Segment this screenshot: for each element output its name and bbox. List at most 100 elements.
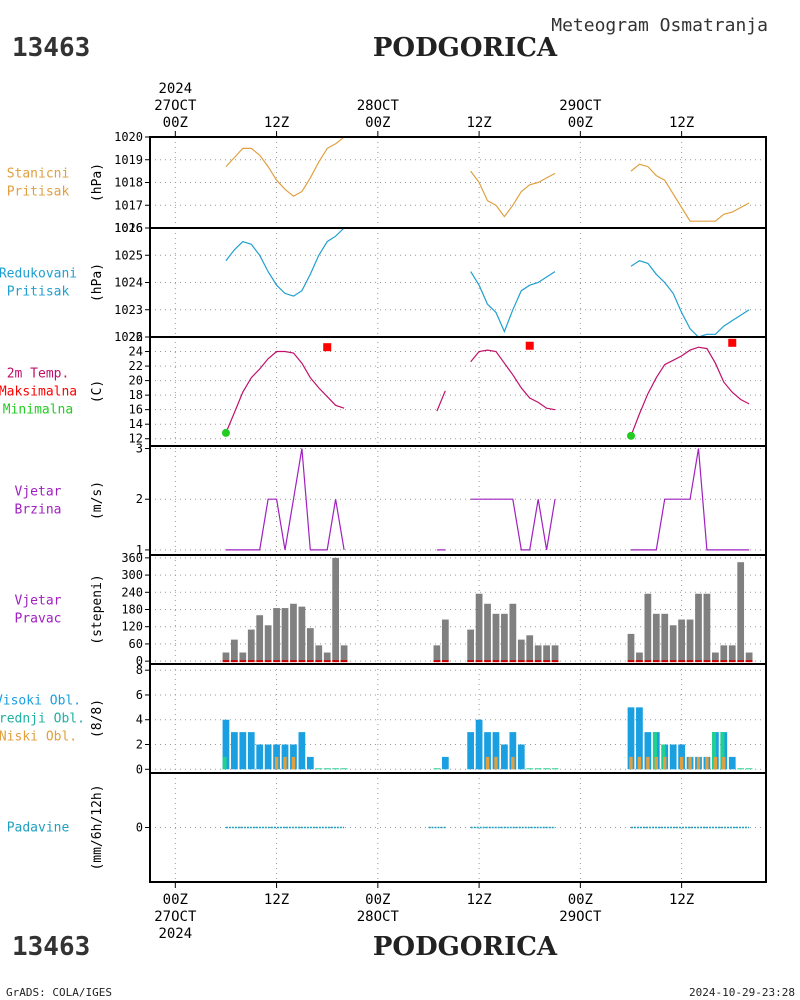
wind-dir-bar <box>247 629 255 662</box>
date-label: 29OCT <box>559 909 602 925</box>
tmax-marker <box>728 338 737 347</box>
plot-area <box>222 557 753 663</box>
panel-label-line: Pravac <box>15 612 62 627</box>
cloud-high-bar <box>256 744 264 770</box>
cloud-zero <box>332 768 340 770</box>
y-tick-label: 1026 <box>114 221 143 235</box>
series-line <box>630 163 750 222</box>
wind-dir-base <box>298 660 306 663</box>
cloud-low-bar <box>705 756 709 770</box>
year-label: 2024 <box>158 81 192 97</box>
y-tick-label: 0 <box>136 654 143 668</box>
station-id: 13463 <box>12 33 90 63</box>
cloud-high-bar <box>636 707 643 770</box>
cloud-low-bar <box>696 756 701 770</box>
cloud-zero <box>340 768 348 770</box>
date-label: 27OCT <box>154 98 197 114</box>
y-tick-label: 360 <box>121 551 143 565</box>
panel-label-line: Pritisak <box>7 285 70 300</box>
wind-dir-bar <box>644 593 652 662</box>
wind-dir-bar <box>222 652 230 662</box>
wind-dir-base <box>441 660 449 663</box>
y-tick-label: 0 <box>136 762 143 776</box>
wind-dir-bar <box>745 652 753 662</box>
y-tick-label: 240 <box>121 585 143 599</box>
wind-dir-base <box>247 660 255 663</box>
cloud-zero <box>543 768 550 770</box>
cloud-high-bar <box>441 756 449 770</box>
plot-area <box>221 338 750 440</box>
wind-dir-base <box>492 660 500 663</box>
panel-label-line: Padavine <box>7 821 70 836</box>
wind-dir-base <box>711 660 719 663</box>
wind-dir-bar <box>306 628 314 662</box>
wind-dir-bar <box>441 619 449 662</box>
wind-dir-base <box>644 660 652 663</box>
tmin-marker <box>626 431 635 440</box>
time-label: 12Z <box>264 892 289 908</box>
wind-dir-base <box>290 660 297 663</box>
cloud-zero <box>433 768 441 770</box>
wind-dir-bar <box>720 645 728 662</box>
wind-dir-base <box>467 660 475 663</box>
panel-clouds: 0 2 4 6 8 Visoki Obl. Srednji Obl. Niski Obl. (8… <box>0 663 767 776</box>
wind-dir-bar <box>534 645 542 662</box>
cloud-high-bar <box>247 732 255 770</box>
cloud-low-bar <box>679 756 684 770</box>
series-line <box>225 350 345 434</box>
panel-label-line: Vjetar <box>15 485 62 500</box>
panel-wind-direction: 0 60 120 180 240 300 360 Vjetar Pravac (stepeni) <box>15 551 767 668</box>
wind-dir-base <box>720 660 728 663</box>
cloud-zero <box>737 768 745 770</box>
wind-dir-bar <box>686 619 694 662</box>
wind-dir-bar <box>695 593 702 662</box>
time-label: 12Z <box>466 892 491 908</box>
wind-dir-bar <box>669 625 677 662</box>
wind-dir-base <box>695 660 702 663</box>
wind-dir-base <box>678 660 685 663</box>
time-label: 00Z <box>365 115 390 131</box>
time-label: 00Z <box>365 892 390 908</box>
series-line <box>436 390 446 412</box>
wind-dir-bar <box>737 562 745 662</box>
wind-dir-base <box>315 660 323 663</box>
y-tick-label: 300 <box>121 568 143 582</box>
cloud-mid-bar <box>652 732 657 770</box>
wind-dir-bar <box>509 603 517 662</box>
date-label: 28OCT <box>357 98 400 114</box>
wind-dir-base <box>256 660 264 663</box>
wind-dir-bar <box>492 613 500 662</box>
wind-dir-base <box>686 660 694 663</box>
y-tick-label: 1018 <box>114 176 143 190</box>
cloud-high-bar <box>306 756 314 770</box>
wind-dir-bar <box>484 603 491 662</box>
cloud-low-bar <box>654 756 658 770</box>
wind-dir-base <box>306 660 314 663</box>
footer-station-id: 13463 <box>12 932 90 962</box>
y-tick-label: 2 <box>136 492 143 506</box>
wind-dir-base <box>652 660 660 663</box>
tmax-marker <box>525 341 534 350</box>
panel-label-line: Brzina <box>15 503 62 518</box>
cloud-high-bar <box>484 732 491 770</box>
wind-dir-bar <box>661 613 669 662</box>
plot-area <box>225 137 750 222</box>
cloud-mid-bar <box>720 732 725 770</box>
wind-dir-base <box>509 660 517 663</box>
cloud-zero <box>534 768 542 770</box>
cloud-high-bar <box>517 744 525 770</box>
cloud-low-bar <box>494 756 498 770</box>
panel-station-pressure: 1016 1017 1018 1019 1020 Stanicni Pritisak (hPa… <box>7 130 767 235</box>
plot-area <box>225 448 750 551</box>
cloud-mid-bar <box>711 732 717 770</box>
wind-dir-bar <box>332 557 340 662</box>
time-label: 00Z <box>163 892 188 908</box>
cloud-low-bar <box>713 756 718 770</box>
panel-precipitation: 0 Padavine (mm/6h/12h) <box>7 772 767 883</box>
wind-dir-bar <box>526 635 534 662</box>
y-tick-label: 1025 <box>114 248 143 262</box>
wind-dir-base <box>340 660 348 663</box>
cloud-high-bar <box>298 732 306 770</box>
time-label: 12Z <box>669 115 694 131</box>
panel-label-line: 2m Temp. <box>7 367 70 382</box>
